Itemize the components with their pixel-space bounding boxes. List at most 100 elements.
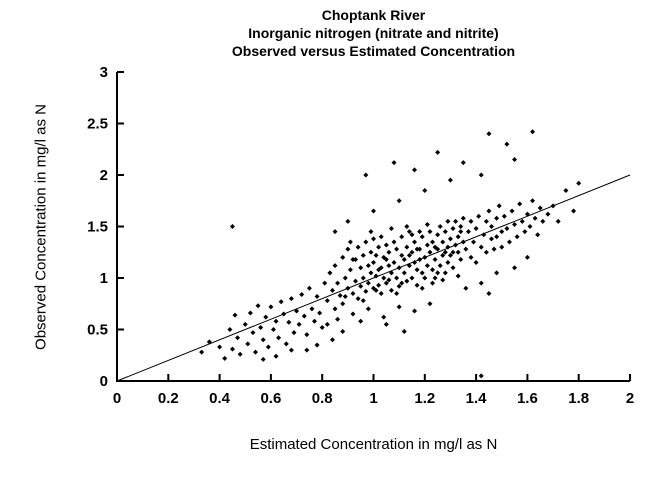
- x-tick-label: 0.2: [158, 390, 179, 407]
- data-point: [437, 263, 443, 269]
- data-point: [270, 327, 276, 332]
- data-point: [478, 172, 484, 178]
- data-point: [263, 314, 269, 320]
- data-point: [319, 324, 325, 330]
- data-point: [345, 246, 351, 252]
- data-point: [494, 234, 500, 240]
- data-point: [545, 211, 551, 217]
- data-point: [396, 283, 402, 289]
- data-point: [404, 278, 410, 284]
- data-point: [468, 218, 474, 224]
- data-point: [488, 224, 494, 229]
- data-point: [412, 239, 418, 245]
- data-point: [478, 280, 484, 286]
- data-point: [460, 215, 466, 221]
- data-point: [206, 339, 212, 345]
- x-tick-label: 1.8: [568, 390, 589, 407]
- y-tick-label: 1: [100, 270, 108, 287]
- data-point: [394, 246, 400, 252]
- data-point: [412, 167, 418, 173]
- data-point: [383, 321, 389, 327]
- chart-title: Choptank River Inorganic nitrogen (nitra…: [117, 6, 630, 60]
- data-point: [506, 239, 512, 245]
- data-point: [458, 256, 464, 262]
- data-point: [276, 335, 282, 341]
- data-point: [427, 249, 433, 255]
- data-point: [424, 221, 430, 227]
- data-point: [237, 351, 243, 357]
- data-point: [253, 349, 259, 355]
- x-tick-label: 1.2: [414, 390, 435, 407]
- data-point: [530, 129, 536, 135]
- data-point: [494, 270, 500, 276]
- data-point: [422, 275, 428, 281]
- data-points: [199, 129, 582, 379]
- data-point: [417, 256, 423, 262]
- data-point: [371, 260, 376, 266]
- data-point: [447, 177, 453, 183]
- data-point: [404, 244, 410, 250]
- data-point: [391, 160, 397, 166]
- data-point: [373, 252, 379, 258]
- y-tick-label: 0: [100, 373, 108, 390]
- data-point: [368, 229, 374, 235]
- data-point: [414, 282, 420, 288]
- data-point: [383, 256, 389, 262]
- data-point: [258, 324, 264, 330]
- data-point: [571, 208, 577, 214]
- data-point: [363, 288, 369, 294]
- data-point: [483, 218, 489, 224]
- data-point: [229, 346, 235, 352]
- data-point: [447, 236, 453, 242]
- data-point: [401, 329, 407, 335]
- data-point: [453, 218, 459, 224]
- data-point: [401, 256, 407, 262]
- data-point: [406, 229, 412, 235]
- data-point: [232, 312, 238, 318]
- data-point: [242, 321, 248, 327]
- data-point: [437, 224, 443, 229]
- data-point: [465, 229, 471, 235]
- chart-title-line3: Observed versus Estimated Concentration: [231, 43, 516, 59]
- data-point: [519, 218, 525, 224]
- data-point: [245, 341, 251, 347]
- data-point: [491, 246, 497, 252]
- data-point: [401, 270, 407, 276]
- data-point: [363, 239, 369, 245]
- data-point: [322, 280, 328, 286]
- data-point: [335, 316, 341, 322]
- data-point: [260, 356, 266, 362]
- data-point: [499, 244, 505, 250]
- data-point: [453, 242, 459, 248]
- data-point: [376, 244, 382, 250]
- axes: [116, 72, 630, 382]
- data-point: [255, 303, 261, 309]
- data-point: [229, 224, 235, 229]
- data-point: [527, 224, 533, 229]
- data-point: [435, 232, 441, 238]
- data-point: [373, 287, 379, 293]
- data-point: [378, 290, 384, 296]
- x-tick-label: 1: [369, 390, 377, 407]
- data-point: [273, 318, 279, 324]
- y-tick-label: 2: [100, 167, 108, 184]
- data-point: [414, 267, 420, 273]
- y-tick-label: 2.5: [87, 116, 108, 133]
- data-point: [388, 270, 394, 276]
- data-point: [217, 344, 223, 350]
- chart-title-line1: Choptank River: [321, 7, 426, 23]
- data-point: [576, 180, 582, 186]
- data-point: [445, 218, 451, 224]
- data-point: [440, 277, 446, 283]
- data-point: [350, 256, 356, 262]
- data-point: [427, 301, 433, 307]
- one-to-one-line: [116, 174, 631, 382]
- data-point: [299, 291, 305, 297]
- data-point: [371, 236, 376, 242]
- data-point: [368, 249, 374, 255]
- data-point: [458, 224, 464, 229]
- data-point: [399, 252, 405, 258]
- data-point: [373, 273, 379, 279]
- x-axis-label: Estimated Concentration in mg/l as N: [249, 436, 498, 453]
